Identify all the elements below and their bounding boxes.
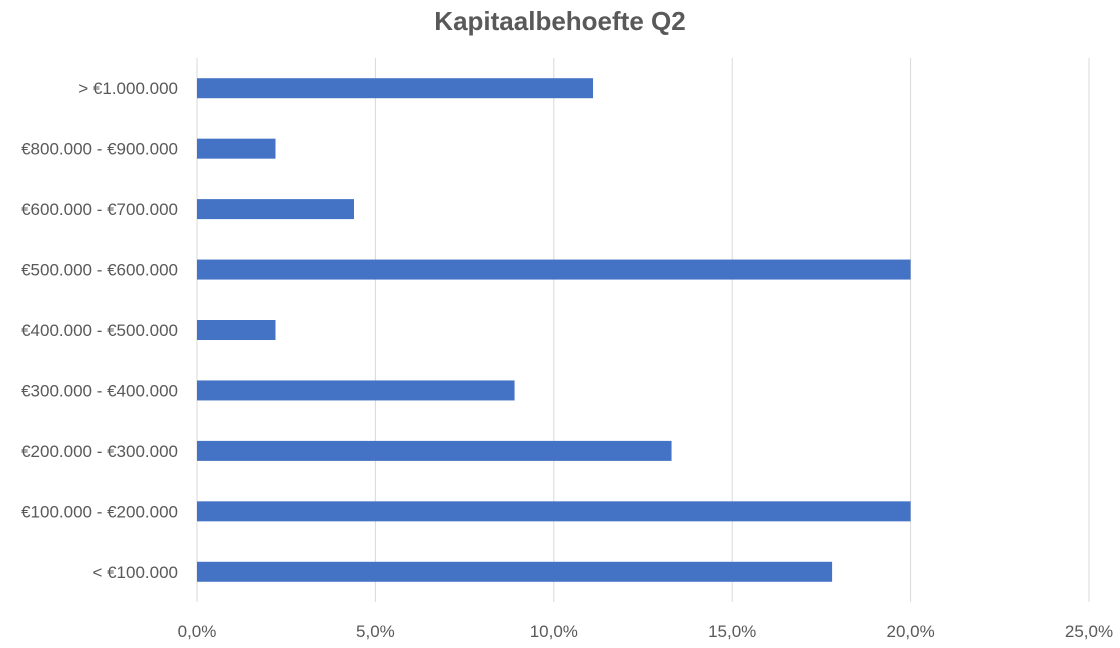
x-tick-label: 15,0% (708, 622, 756, 641)
y-tick-label: < €100.000 (92, 563, 178, 582)
bar (197, 440, 672, 461)
bar (197, 320, 276, 340)
bar (197, 380, 515, 401)
bar (197, 259, 911, 280)
bar (197, 78, 594, 99)
y-tick-label: > €1.000.000 (78, 79, 178, 98)
x-tick-label: 5,0% (356, 622, 395, 641)
x-tick-label: 10,0% (530, 622, 578, 641)
x-tick-label: 25,0% (1065, 622, 1113, 641)
y-tick-label: €400.000 - €500.000 (21, 321, 178, 340)
bar (197, 501, 911, 522)
bar (197, 138, 276, 159)
x-tick-label: 20,0% (886, 622, 934, 641)
chart-title: Kapitaalbehoefte Q2 (434, 6, 686, 36)
y-tick-label: €800.000 - €900.000 (21, 140, 178, 159)
y-tick-label: €200.000 - €300.000 (21, 442, 178, 461)
bar (197, 199, 354, 220)
y-tick-label: €600.000 - €700.000 (21, 200, 178, 219)
y-tick-label: €300.000 - €400.000 (21, 381, 178, 400)
y-tick-label: €500.000 - €600.000 (21, 261, 178, 280)
y-tick-label: €100.000 - €200.000 (21, 502, 178, 521)
bar (197, 561, 833, 582)
x-tick-label: 0,0% (178, 622, 217, 641)
